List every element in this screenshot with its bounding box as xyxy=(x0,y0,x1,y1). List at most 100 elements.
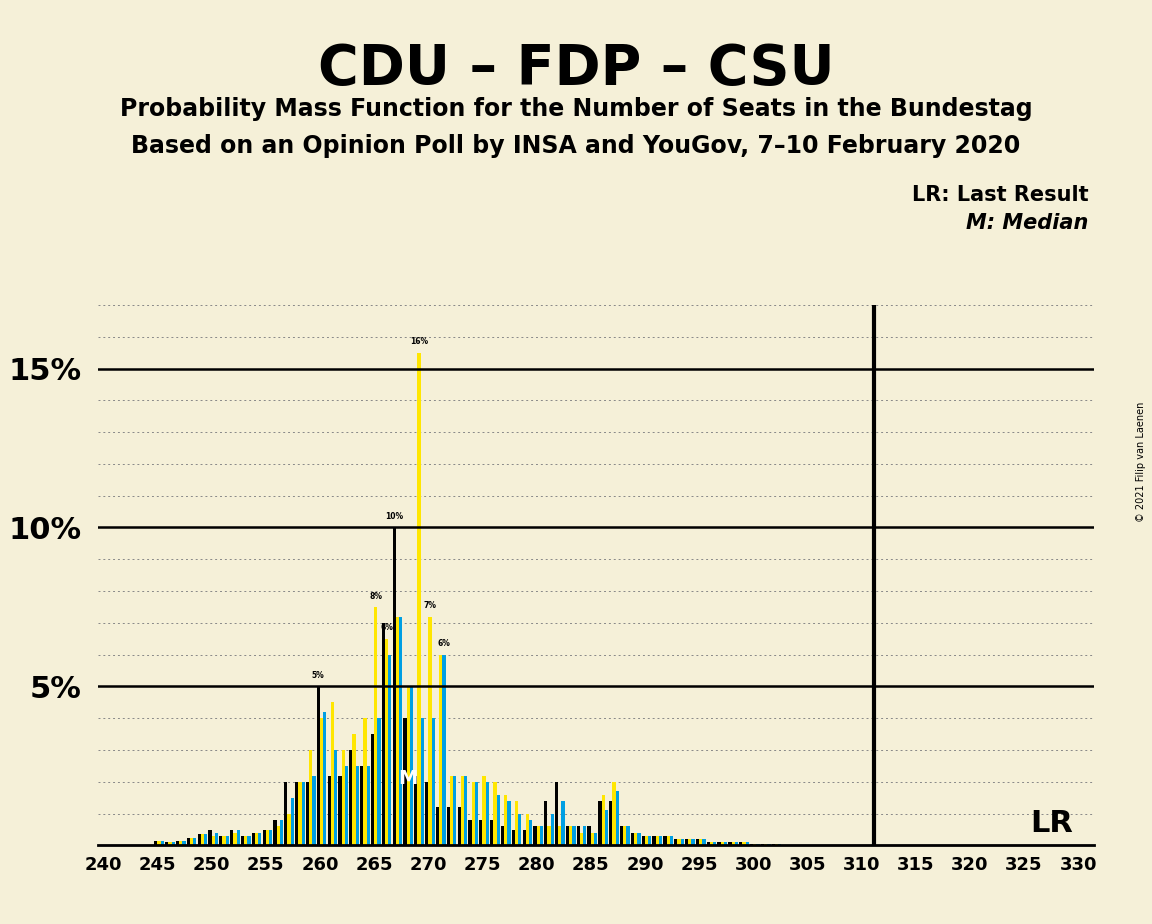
Text: CDU – FDP – CSU: CDU – FDP – CSU xyxy=(318,42,834,95)
Bar xyxy=(685,839,688,845)
Bar xyxy=(276,826,280,845)
Text: M: M xyxy=(399,769,418,788)
Bar xyxy=(674,839,677,845)
Bar xyxy=(620,826,623,845)
Bar xyxy=(634,833,637,845)
Bar xyxy=(764,844,767,845)
Bar xyxy=(547,826,551,845)
Bar xyxy=(230,830,234,845)
Bar xyxy=(356,766,359,845)
Bar xyxy=(742,843,745,845)
Bar xyxy=(732,843,735,845)
Bar xyxy=(182,841,185,845)
Bar xyxy=(317,687,320,845)
Bar xyxy=(642,836,645,845)
Bar xyxy=(327,775,331,845)
Bar xyxy=(165,843,168,845)
Bar xyxy=(544,801,547,845)
Bar xyxy=(681,839,684,845)
Bar xyxy=(753,844,757,845)
Bar xyxy=(290,797,294,845)
Bar xyxy=(306,782,309,845)
Bar xyxy=(573,826,576,845)
Bar xyxy=(248,836,251,845)
Bar xyxy=(483,775,486,845)
Bar xyxy=(464,775,468,845)
Text: 6%: 6% xyxy=(380,624,393,632)
Bar xyxy=(740,843,742,845)
Bar xyxy=(609,801,613,845)
Bar xyxy=(757,844,759,845)
Bar xyxy=(334,750,338,845)
Bar xyxy=(442,655,446,845)
Text: Probability Mass Function for the Number of Seats in the Bundestag: Probability Mass Function for the Number… xyxy=(120,97,1032,121)
Bar xyxy=(435,808,439,845)
Bar xyxy=(393,528,396,845)
Bar xyxy=(490,820,493,845)
Bar xyxy=(713,843,717,845)
Text: Based on an Opinion Poll by INSA and YouGov, 7–10 February 2020: Based on an Opinion Poll by INSA and You… xyxy=(131,134,1021,158)
Bar xyxy=(302,782,305,845)
Bar xyxy=(280,820,283,845)
Text: LR: LR xyxy=(1030,808,1073,838)
Bar xyxy=(518,814,522,845)
Bar xyxy=(399,616,402,845)
Bar xyxy=(613,782,615,845)
Bar xyxy=(703,839,705,845)
Bar xyxy=(457,808,461,845)
Bar xyxy=(298,782,302,845)
Bar xyxy=(450,775,453,845)
Bar xyxy=(197,834,200,845)
Bar xyxy=(561,801,564,845)
Bar xyxy=(566,826,569,845)
Bar xyxy=(172,843,175,845)
Bar xyxy=(497,795,500,845)
Bar xyxy=(388,655,392,845)
Bar xyxy=(154,841,158,845)
Bar xyxy=(511,830,515,845)
Bar xyxy=(559,826,561,845)
Bar xyxy=(529,820,532,845)
Bar xyxy=(577,826,579,845)
Bar xyxy=(479,820,483,845)
Bar xyxy=(285,782,288,845)
Bar xyxy=(381,623,385,845)
Bar xyxy=(523,830,525,845)
Bar xyxy=(447,808,450,845)
Bar xyxy=(649,836,651,845)
Bar xyxy=(222,836,226,845)
Bar xyxy=(226,836,229,845)
Text: 5%: 5% xyxy=(312,671,325,680)
Bar xyxy=(353,735,356,845)
Bar xyxy=(366,766,370,845)
Bar xyxy=(772,844,775,845)
Bar xyxy=(627,826,630,845)
Bar xyxy=(745,843,749,845)
Bar xyxy=(339,775,342,845)
Bar xyxy=(324,711,326,845)
Bar xyxy=(691,839,695,845)
Bar xyxy=(349,750,353,845)
Bar xyxy=(312,775,316,845)
Bar xyxy=(209,830,212,845)
Bar xyxy=(598,801,601,845)
Bar xyxy=(244,836,248,845)
Bar xyxy=(168,843,172,845)
Bar xyxy=(475,782,478,845)
Bar xyxy=(453,775,456,845)
Text: 10%: 10% xyxy=(385,512,403,521)
Bar xyxy=(669,836,673,845)
Bar xyxy=(371,735,374,845)
Text: 8%: 8% xyxy=(370,591,382,601)
Text: 16%: 16% xyxy=(410,337,429,346)
Bar xyxy=(615,791,619,845)
Bar xyxy=(342,750,344,845)
Bar xyxy=(778,844,781,845)
Bar xyxy=(415,775,417,845)
Bar xyxy=(655,836,659,845)
Bar xyxy=(551,814,554,845)
Bar xyxy=(204,834,207,845)
Bar xyxy=(699,839,703,845)
Bar xyxy=(187,837,190,845)
Bar xyxy=(591,833,594,845)
